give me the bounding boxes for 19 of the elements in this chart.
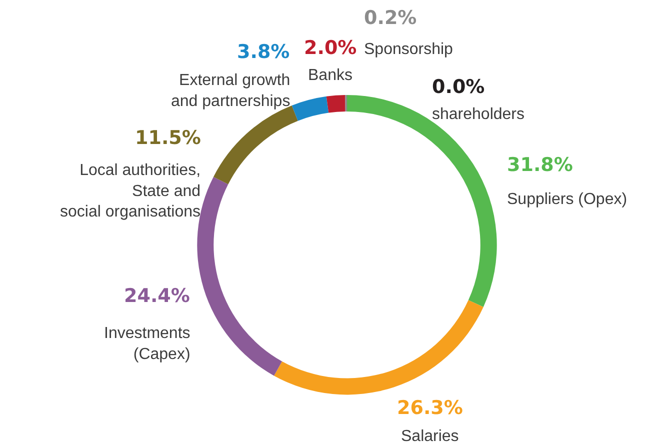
data-label: 0.2% [364, 7, 417, 29]
donut-slice [274, 300, 484, 395]
slice-label: Salaries [401, 428, 459, 445]
data-label: 31.8% [507, 154, 573, 176]
donut-slice [326, 95, 346, 113]
slice-label: External growth and partnerships [171, 72, 290, 110]
data-label: 2.0% [304, 37, 357, 59]
category-label: shareholders [432, 106, 524, 123]
data-label: 11.5% [135, 127, 201, 149]
slice-label: Investments (Capex) [104, 325, 190, 363]
donut-slice [292, 96, 329, 121]
slice-label: Sponsorship [364, 41, 454, 58]
slice-label: Suppliers (Opex) [507, 191, 628, 208]
slice-label: Banks [308, 67, 352, 84]
text: 0.0% [432, 76, 485, 98]
data-label: 24.4% [124, 285, 190, 307]
slice-label: Local authorities, State and social organisations [60, 162, 201, 221]
data-label: 3.8% [237, 41, 290, 63]
data-label: 26.3% [397, 397, 463, 419]
